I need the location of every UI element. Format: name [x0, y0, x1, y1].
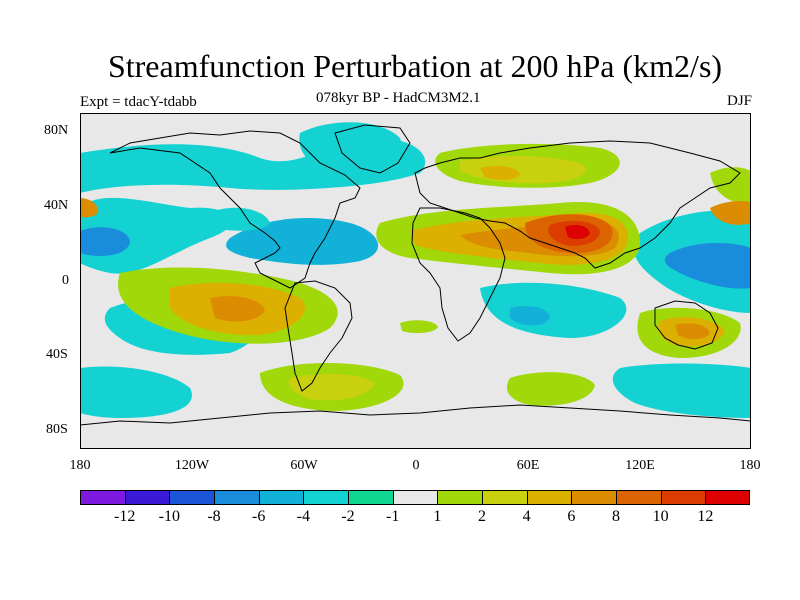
coast-europe-asia — [414, 140, 741, 269]
contour-equatorial-green — [400, 320, 438, 334]
chart-title: Streamfunction Perturbation at 200 hPa (… — [107, 48, 723, 84]
colorbar-box — [482, 490, 527, 505]
colorbar-label: -8 — [207, 508, 221, 525]
lat-label-eq: 0 — [62, 273, 69, 288]
coast-south-america — [284, 280, 353, 392]
contour-south-indian — [480, 282, 627, 338]
colorbar-label: 8 — [612, 508, 620, 525]
contour-south-indian-inner — [510, 306, 550, 326]
colorbar-label: -10 — [158, 508, 180, 525]
colorbar-label: -12 — [113, 508, 136, 525]
coast-greenland — [334, 124, 411, 174]
contour-east-edge-orange — [710, 200, 751, 225]
map-panel — [80, 113, 751, 449]
colorbar-label: -4 — [296, 508, 310, 525]
colorbar-box — [660, 490, 706, 505]
lon-label-0: 0 — [412, 458, 420, 473]
contour-south-atlantic-yellow — [288, 373, 375, 401]
contour-north-pacific-outer — [80, 197, 232, 274]
contour-greenland-cyan — [299, 122, 402, 179]
lat-label-40n: 40N — [44, 198, 69, 213]
colorbar-box — [437, 490, 482, 505]
lon-label-60e: 60E — [516, 458, 540, 473]
colorbar-box — [526, 490, 572, 505]
colorbar-box — [214, 490, 259, 505]
colorbar-label: -1 — [385, 508, 400, 525]
colorbar-box — [705, 490, 750, 505]
coastlines — [80, 124, 751, 426]
map-frame — [80, 113, 751, 449]
colorbar-box — [124, 490, 170, 505]
season-label: DJF — [726, 93, 752, 109]
colorbar-label: 12 — [697, 508, 714, 525]
lon-label-120e: 120E — [625, 458, 655, 473]
experiment-label: Expt = tdacY-tdabb — [80, 94, 197, 110]
contour-tibet-core — [565, 225, 590, 240]
contour-southern-ocean-west — [80, 366, 192, 418]
colorbar-box — [571, 490, 616, 505]
contour-southern-ocean-east — [612, 363, 751, 418]
contour-central-pacific-orange — [210, 296, 265, 322]
colorbar-box — [303, 490, 348, 505]
contour-equatorial-cyan — [210, 207, 270, 231]
chart-subtitle: 078kyr BP - HadCM3M2.1 — [316, 90, 481, 106]
contour-east-pacific-green — [710, 167, 751, 204]
lon-label-60w: 60W — [290, 458, 318, 473]
colorbar-box — [392, 490, 438, 505]
lat-label-40s: 40S — [46, 347, 68, 362]
lon-label-120w: 120W — [174, 458, 210, 473]
map-svg — [80, 113, 751, 449]
contour-europe-orange — [480, 165, 520, 180]
colorbar-label: -2 — [341, 508, 355, 525]
lat-label-80n: 80N — [44, 123, 69, 138]
colorbar-box — [169, 490, 214, 505]
colorbar-label: -6 — [251, 508, 266, 525]
coast-antarctica — [80, 404, 751, 426]
colorbar-box — [258, 490, 304, 505]
contour-north-pacific-inner — [80, 227, 130, 256]
colorbar-box — [616, 490, 661, 505]
lon-label-180e: 180 — [739, 458, 761, 473]
contour-west-pacific-inner — [664, 243, 751, 289]
coast-australia — [654, 300, 719, 350]
colorbar-box — [80, 490, 125, 505]
lon-label-180w: 180 — [69, 458, 91, 473]
colorbar — [80, 490, 750, 505]
coast-north-america — [109, 130, 361, 289]
colorbar-label: 1 — [433, 508, 442, 525]
colorbar-label: 4 — [522, 508, 531, 525]
contour-north-atlantic — [226, 218, 379, 265]
coast-africa — [411, 207, 506, 342]
colorbar-label: 6 — [567, 508, 576, 525]
colorbar-label: 2 — [478, 508, 486, 525]
contour-southern-green — [506, 372, 595, 406]
contour-australia-orange — [675, 323, 710, 340]
contour-west-edge-orange — [80, 198, 99, 218]
colorbar-label: 10 — [652, 508, 669, 525]
colorbar-box — [348, 490, 393, 505]
lat-label-80s: 80S — [46, 422, 68, 437]
